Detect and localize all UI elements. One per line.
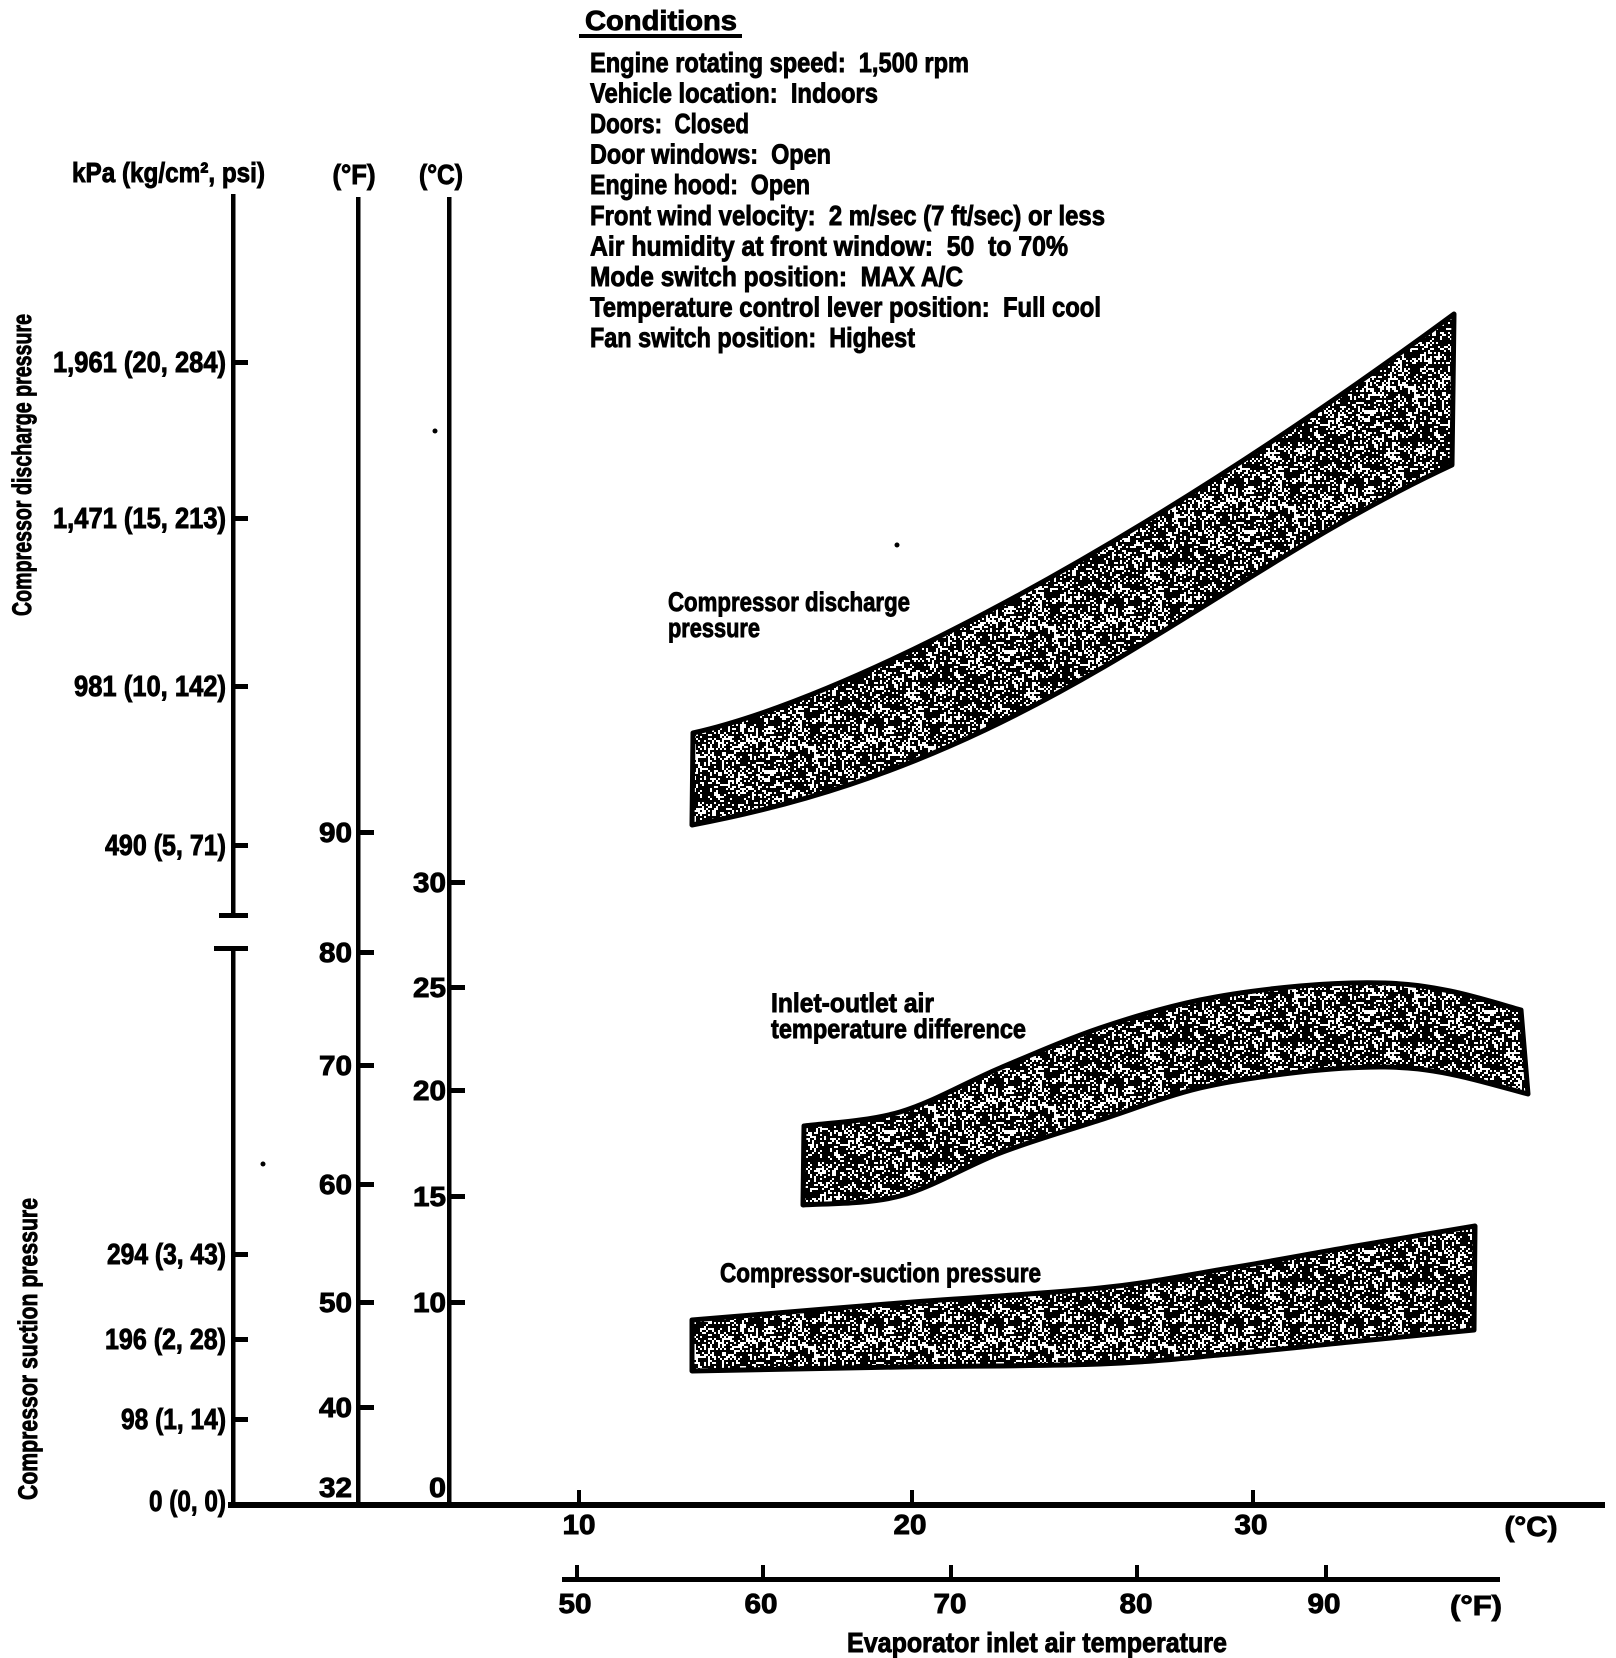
svg-text:10: 10 xyxy=(413,1287,446,1318)
svg-text:32: 32 xyxy=(319,1472,352,1503)
svg-text:60: 60 xyxy=(319,1169,352,1200)
svg-text:1,471 (15, 213): 1,471 (15, 213) xyxy=(53,503,226,535)
svg-text:Door windows: Open: Door windows: Open xyxy=(590,139,831,170)
svg-text:196 (2, 28): 196 (2, 28) xyxy=(105,1324,226,1356)
svg-text:20: 20 xyxy=(894,1509,927,1540)
svg-text:Mode switch position: MAX A/C: Mode switch position: MAX A/C xyxy=(590,261,963,292)
svg-text:kPa (kg/cm², psi): kPa (kg/cm², psi) xyxy=(72,157,265,188)
svg-text:90: 90 xyxy=(319,817,352,848)
svg-text:0: 0 xyxy=(429,1472,446,1503)
svg-text:10: 10 xyxy=(563,1509,596,1540)
svg-text:temperature difference: temperature difference xyxy=(771,1014,1026,1044)
svg-text:50: 50 xyxy=(559,1588,592,1619)
svg-text:Conditions: Conditions xyxy=(585,5,737,36)
svg-text:1,961 (20, 284): 1,961 (20, 284) xyxy=(53,347,226,379)
svg-text:98 (1, 14): 98 (1, 14) xyxy=(121,1404,226,1436)
svg-text:0 (0, 0): 0 (0, 0) xyxy=(149,1486,226,1518)
svg-text:490 (5, 71): 490 (5, 71) xyxy=(105,830,226,862)
svg-text:80: 80 xyxy=(1120,1588,1153,1619)
svg-text:(°F): (°F) xyxy=(333,159,376,190)
svg-text:(°C): (°C) xyxy=(419,159,463,190)
svg-text:294 (3, 43): 294 (3, 43) xyxy=(107,1239,226,1271)
svg-text:50: 50 xyxy=(319,1287,352,1318)
svg-text:Vehicle location: Indoors: Vehicle location: Indoors xyxy=(590,78,878,109)
svg-text:40: 40 xyxy=(319,1392,352,1423)
svg-text:Fan switch position: Highest: Fan switch position: Highest xyxy=(590,322,915,353)
svg-text:Air humidity at front window:: Air humidity at front window: 50 to 70% xyxy=(590,230,1068,261)
svg-text:70: 70 xyxy=(934,1588,967,1619)
svg-text:Compressor suction pressure: Compressor suction pressure xyxy=(13,1198,43,1500)
svg-text:80: 80 xyxy=(319,937,352,968)
svg-text:Doors: Closed: Doors: Closed xyxy=(590,108,749,139)
svg-text:60: 60 xyxy=(745,1588,778,1619)
svg-text:20: 20 xyxy=(413,1075,446,1106)
svg-text:(°F): (°F) xyxy=(1450,1590,1502,1621)
svg-text:Inlet-outlet air: Inlet-outlet air xyxy=(771,988,934,1018)
svg-text:90: 90 xyxy=(1308,1588,1341,1619)
svg-text:25: 25 xyxy=(413,972,446,1003)
svg-text:70: 70 xyxy=(319,1050,352,1081)
svg-text:Front wind velocity: 2 m/sec: Front wind velocity: 2 m/sec (7 ft/sec) … xyxy=(590,200,1105,231)
svg-text:Compressor-suction pressure: Compressor-suction pressure xyxy=(720,1258,1041,1288)
svg-text:Engine hood: Open: Engine hood: Open xyxy=(590,169,810,200)
svg-text:(°C): (°C) xyxy=(1505,1511,1558,1542)
svg-text:pressure: pressure xyxy=(668,613,760,643)
svg-text:30: 30 xyxy=(1235,1509,1268,1540)
svg-text:30: 30 xyxy=(413,867,446,898)
svg-text:Engine rotating speed: 1,500: Engine rotating speed: 1,500 rpm xyxy=(590,47,969,78)
svg-text:Temperature control lever posi: Temperature control lever position: Full… xyxy=(590,291,1101,322)
svg-text:981 (10, 142): 981 (10, 142) xyxy=(74,671,226,703)
svg-text:15: 15 xyxy=(413,1181,446,1212)
svg-text:Compressor discharge pressure: Compressor discharge pressure xyxy=(7,314,37,616)
svg-text:Evaporator inlet air temperatu: Evaporator inlet air temperature xyxy=(847,1627,1227,1658)
svg-text:Compressor discharge: Compressor discharge xyxy=(668,587,910,617)
